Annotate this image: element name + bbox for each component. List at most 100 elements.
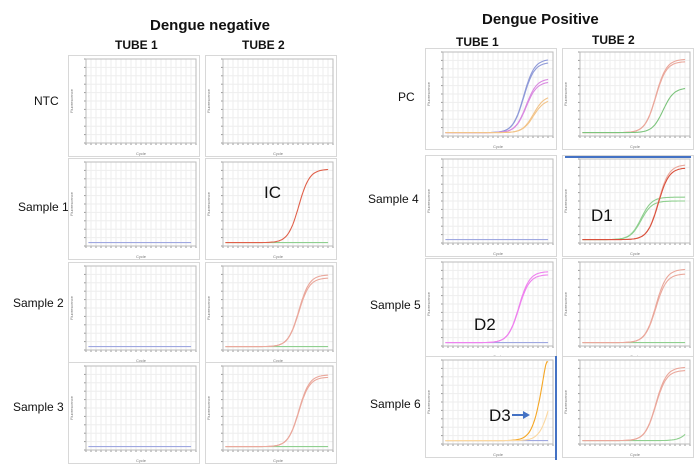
row-label-pc: PC bbox=[398, 90, 415, 104]
series-line bbox=[445, 100, 549, 134]
y-axis-label: Fluorescence bbox=[563, 389, 568, 414]
dengue-negative-title: Dengue negative bbox=[150, 17, 271, 34]
y-axis-label: Fluorescence bbox=[563, 81, 568, 106]
arrow-icon bbox=[512, 411, 530, 419]
series-line bbox=[225, 277, 329, 348]
chart-negative-sample1-tube1: Cycle Fluorescence bbox=[68, 158, 200, 260]
panel-border bbox=[425, 155, 557, 257]
series-line bbox=[445, 410, 549, 442]
panel-border bbox=[562, 258, 694, 360]
panel-border bbox=[68, 158, 200, 260]
plot-area bbox=[442, 359, 554, 445]
plot-area bbox=[85, 265, 197, 351]
row-label-sample1: Sample 1 bbox=[18, 200, 69, 214]
chart-positive-sample4-tube2: Cycle Fluorescence bbox=[562, 155, 694, 257]
highlight-frame-right bbox=[555, 356, 557, 460]
row-label-sample5: Sample 5 bbox=[370, 298, 421, 312]
annotation-d3: D3 bbox=[489, 406, 511, 425]
y-axis-label: Fluorescence bbox=[69, 395, 74, 420]
chart-negative-sample2-tube1: Cycle Fluorescence bbox=[68, 262, 200, 364]
row-label-sample3: Sample 3 bbox=[13, 400, 64, 414]
x-axis-label: Cycle bbox=[630, 144, 641, 149]
plot-area bbox=[442, 261, 554, 347]
chart-negative-sample3-tube2: Cycle Fluorescence bbox=[205, 362, 337, 464]
negative-tube2-header: TUBE 2 bbox=[242, 38, 285, 52]
y-axis-label: Fluorescence bbox=[206, 88, 211, 113]
annotation-d1: D1 bbox=[591, 206, 613, 225]
x-axis-label: Cycle bbox=[136, 151, 147, 156]
plot-area bbox=[85, 58, 197, 144]
positive-tube1-header: TUBE 1 bbox=[456, 35, 499, 49]
dengue-positive-title: Dengue Positive bbox=[482, 11, 599, 28]
annotation-d2: D2 bbox=[474, 315, 496, 334]
plot-area bbox=[222, 365, 334, 451]
y-axis-label: Fluorescence bbox=[426, 291, 431, 316]
x-axis-label: Cycle bbox=[136, 254, 147, 259]
highlight-frame-top bbox=[565, 156, 691, 158]
row-label-sample2: Sample 2 bbox=[13, 296, 64, 310]
plot-area bbox=[222, 161, 334, 247]
plot-area bbox=[579, 51, 691, 137]
x-axis-label: Cycle bbox=[273, 151, 284, 156]
chart-positive-sample4-tube1: Cycle Fluorescence bbox=[425, 155, 557, 257]
y-axis-label: Fluorescence bbox=[563, 188, 568, 213]
panel-border bbox=[205, 362, 337, 464]
panel-border bbox=[68, 55, 200, 157]
plot-area bbox=[579, 261, 691, 347]
y-axis-label: Fluorescence bbox=[69, 295, 74, 320]
panel-border bbox=[68, 362, 200, 464]
y-axis-label: Fluorescence bbox=[426, 81, 431, 106]
panel-border bbox=[562, 356, 694, 458]
x-axis-label: Cycle bbox=[493, 452, 504, 457]
series-line bbox=[582, 370, 686, 442]
chart-positive-sample6-tube2: Cycle Fluorescence bbox=[562, 356, 694, 458]
plot-area bbox=[579, 158, 691, 244]
y-axis-label: Fluorescence bbox=[69, 88, 74, 113]
series-line bbox=[582, 167, 686, 241]
row-label-sample4: Sample 4 bbox=[368, 192, 419, 206]
y-axis-label: Fluorescence bbox=[206, 395, 211, 420]
series-line bbox=[445, 274, 549, 344]
chart-negative-sample1-tube2: Cycle Fluorescence bbox=[205, 158, 337, 260]
plot-area bbox=[222, 58, 334, 144]
chart-positive-pc-tube2: Cycle Fluorescence bbox=[562, 48, 694, 150]
y-axis-label: Fluorescence bbox=[69, 191, 74, 216]
chart-negative-ntc-tube2: Cycle Fluorescence bbox=[205, 55, 337, 157]
y-axis-label: Fluorescence bbox=[426, 188, 431, 213]
panel-border bbox=[562, 48, 694, 150]
series-line bbox=[225, 168, 329, 244]
x-axis-label: Cycle bbox=[493, 144, 504, 149]
x-axis-label: Cycle bbox=[136, 458, 147, 463]
panel-border bbox=[68, 262, 200, 364]
panel-border bbox=[562, 155, 694, 257]
series-line bbox=[582, 88, 686, 134]
x-axis-label: Cycle bbox=[273, 358, 284, 363]
chart-negative-ntc-tube1: Cycle Fluorescence bbox=[68, 55, 200, 157]
y-axis-label: Fluorescence bbox=[563, 291, 568, 316]
chart-positive-pc-tube1: Cycle Fluorescence bbox=[425, 48, 557, 150]
panel-border bbox=[205, 55, 337, 157]
panel-border bbox=[425, 48, 557, 150]
chart-positive-sample6-tube1: Cycle Fluorescence bbox=[425, 356, 557, 458]
x-axis-label: Cycle bbox=[630, 452, 641, 457]
plot-area bbox=[222, 265, 334, 351]
row-label-ntc: NTC bbox=[34, 94, 59, 108]
chart-negative-sample3-tube1: Cycle Fluorescence bbox=[68, 362, 200, 464]
panel-border bbox=[205, 158, 337, 260]
row-label-sample6: Sample 6 bbox=[370, 397, 421, 411]
plot-area bbox=[442, 51, 554, 137]
plot-area bbox=[579, 359, 691, 445]
plot-area bbox=[85, 161, 197, 247]
y-axis-label: Fluorescence bbox=[206, 191, 211, 216]
chart-negative-sample2-tube2: Cycle Fluorescence bbox=[205, 262, 337, 364]
plot-area bbox=[442, 158, 554, 244]
y-axis-label: Fluorescence bbox=[206, 295, 211, 320]
annotation-ic: IC bbox=[264, 183, 281, 202]
x-axis-label: Cycle bbox=[630, 251, 641, 256]
series-line bbox=[582, 273, 686, 344]
x-axis-label: Cycle bbox=[493, 251, 504, 256]
series-line bbox=[225, 376, 329, 448]
negative-tube1-header: TUBE 1 bbox=[115, 38, 158, 52]
